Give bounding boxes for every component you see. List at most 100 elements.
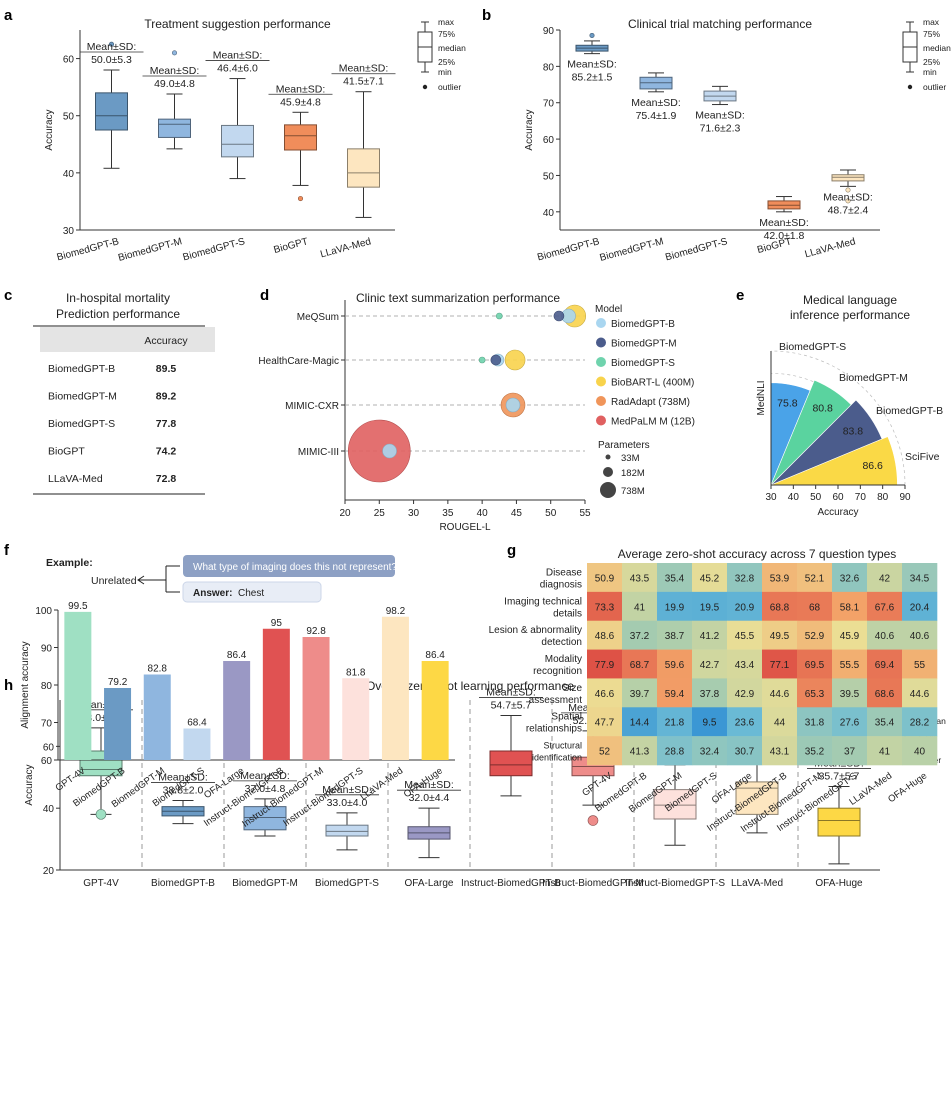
- box-Instruct-BiomedGPT-B: [489, 750, 533, 777]
- y-tick-label: 100: [35, 606, 52, 617]
- legend-label: max: [438, 17, 455, 27]
- x-tick-label: 20: [339, 508, 351, 519]
- legend-swatch: [596, 376, 606, 387]
- answer-label: Answer:: [193, 588, 232, 599]
- bar-value-label: 95: [271, 618, 283, 629]
- heatmap-cell: [727, 736, 763, 766]
- heatmap-value: 35.4: [665, 573, 685, 584]
- polar-value: 75.8: [777, 398, 798, 410]
- heatmap-value: 37: [844, 747, 856, 758]
- x-tick-label: 40: [477, 508, 489, 519]
- heatmap-value: 42.9: [735, 689, 755, 700]
- x-tick-label: 30: [408, 508, 420, 519]
- heatmap-cell: [797, 591, 833, 622]
- mean-sd-label: Mean±SD:: [158, 771, 208, 783]
- heatmap-value: 44.6: [910, 689, 930, 700]
- heatmap-value: 40: [914, 747, 926, 758]
- mean-sd-value: 45.9±4.8: [280, 96, 321, 108]
- bar-value-label: 68.4: [187, 718, 207, 729]
- bar-value-label: 82.8: [148, 664, 168, 675]
- bar-BiomedGPT-S: [183, 728, 211, 760]
- y-tick-label: 60: [43, 742, 55, 753]
- heatmap-cell: [902, 678, 938, 708]
- outlier-point: [845, 187, 851, 193]
- panel-label-e: e: [736, 287, 744, 304]
- y-axis-label: Accuracy: [24, 764, 35, 805]
- mean-sd-label: Mean±SD:: [631, 97, 681, 109]
- bar-value-label: 92.8: [306, 626, 326, 637]
- heatmap-value: 40.6: [910, 631, 930, 642]
- panel-label-c: c: [4, 287, 12, 304]
- heatmap-cell: [692, 736, 728, 766]
- legend-label: 75%: [923, 29, 940, 39]
- y-tick-label: 60: [63, 55, 75, 66]
- heatmap-value: 21.8: [665, 718, 685, 729]
- heatmap-cell: [622, 678, 658, 708]
- table-cell-value: 72.8: [156, 473, 177, 485]
- table-cell-model: LLaVA-Med: [48, 473, 103, 485]
- x-tick-label: 55: [579, 508, 591, 519]
- table-header-bg: [40, 327, 215, 352]
- table-cell-value: 89.5: [156, 363, 177, 375]
- size-legend-label: 738M: [621, 486, 645, 497]
- legend-swatch: [596, 357, 606, 367]
- heatmap-cell: [832, 649, 868, 679]
- row-label: Spatial relationships: [526, 712, 582, 735]
- y-tick-label: 50: [543, 171, 555, 182]
- panel-label-a: a: [4, 7, 13, 24]
- bar-LLaVA-Med: [381, 616, 409, 760]
- heatmap-value: 14.4: [630, 718, 650, 729]
- heatmap-value: 42.7: [700, 660, 720, 671]
- heatmap-value: 20.4: [910, 602, 930, 613]
- legend-label: 75%: [438, 29, 455, 39]
- heatmap-cell: [867, 563, 903, 593]
- heatmap-cell: [657, 591, 693, 622]
- mean-sd-value: 42.0±1.8: [764, 230, 805, 242]
- outlier-point: [109, 41, 115, 47]
- box-LLaVA-Med: [735, 781, 779, 815]
- heatmap-cell: [587, 649, 623, 679]
- legend-title: Model: [595, 304, 622, 315]
- bar-OFA-Huge: [421, 661, 449, 760]
- heatmap-cell: [902, 563, 938, 593]
- y-tick-label: 90: [543, 26, 555, 37]
- heatmap-cell: [867, 736, 903, 766]
- heatmap-cell: [587, 620, 623, 650]
- x-tick-label: 90: [899, 492, 911, 503]
- legend-label: BiomedGPT-S: [611, 358, 675, 369]
- chart-title: Treatment suggestion performance: [144, 17, 331, 31]
- heatmap-value: 67.6: [875, 602, 895, 613]
- x-tick-label: OFA-Large: [405, 878, 454, 889]
- table-cell-model: BiomedGPT-B: [48, 363, 115, 375]
- heatmap-value: 45.5: [735, 631, 755, 642]
- mean-sd-label: Mean±SD:: [150, 65, 200, 77]
- heatmap-cell: [832, 620, 868, 650]
- row-label: Imaging technical details: [504, 596, 582, 619]
- answer-bubble: [182, 581, 322, 603]
- bubble-BiomedGPT-M: [490, 354, 502, 366]
- mean-sd-label: Mean±SD:: [87, 41, 137, 53]
- row-label: Modality recognition: [533, 654, 582, 677]
- y-tick-label: 60: [543, 135, 555, 146]
- arrow-head-icon: [137, 575, 145, 585]
- heatmap-cell: [762, 591, 798, 622]
- heatmap-cell: [692, 707, 728, 737]
- heatmap-cell: [902, 649, 938, 679]
- x-tick-label: 30: [765, 492, 777, 503]
- y-tick-label: 70: [543, 99, 555, 110]
- heatmap-value: 53.9: [770, 573, 790, 584]
- box-BiomedGPT-S: [325, 824, 369, 837]
- example-question: What type of imaging does this not repre…: [193, 562, 397, 573]
- heatmap-value: 32.4: [700, 747, 720, 758]
- box-Instruct-BiomedGPT-S: [653, 789, 697, 820]
- heatmap-cell: [692, 649, 728, 679]
- mean-sd-label: Mean±SD:: [759, 217, 809, 229]
- heatmap-cell: [587, 707, 623, 737]
- heatmap-value: 45.2: [700, 573, 720, 584]
- heatmap-value: 77.9: [595, 660, 615, 671]
- table-cell-model: BiomedGPT-M: [48, 391, 117, 403]
- legend-label: median: [438, 43, 466, 53]
- heatmap-value: 19.5: [700, 602, 720, 613]
- heatmap-value: 37.8: [700, 689, 720, 700]
- row-label: Lesion & abnormality detection: [489, 625, 582, 648]
